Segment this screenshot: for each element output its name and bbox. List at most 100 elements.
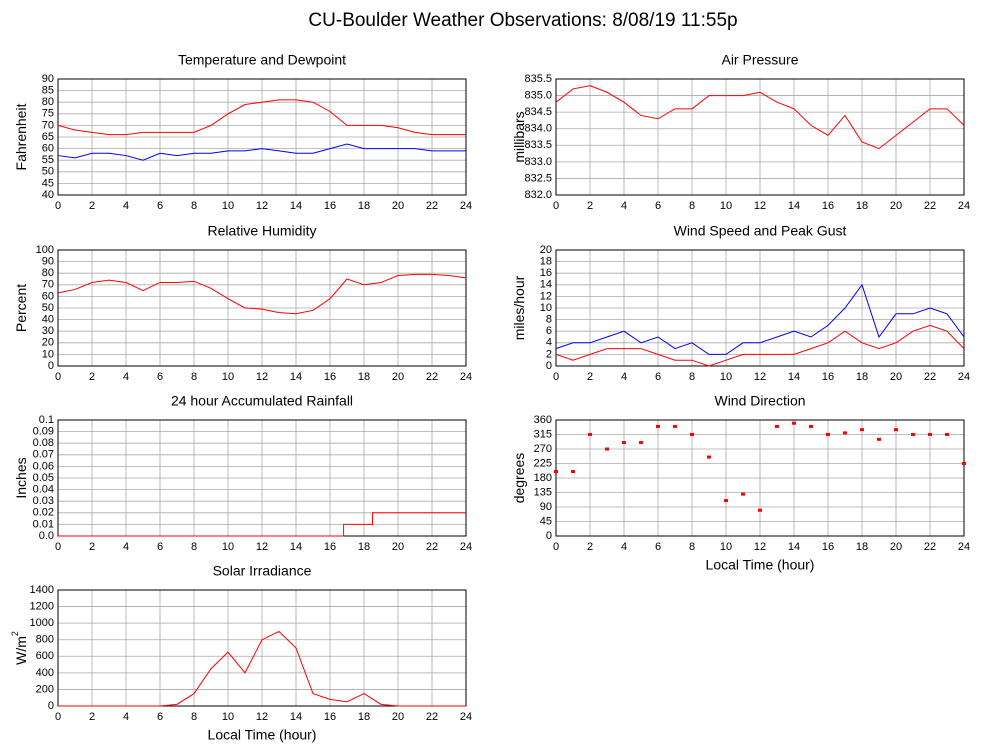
x-tick-label: 2 bbox=[587, 200, 593, 212]
y-tick-label: 90 bbox=[42, 256, 54, 268]
x-axis-label: Local Time (hour) bbox=[208, 727, 317, 743]
plot-frame bbox=[57, 589, 467, 707]
x-tick-label: 10 bbox=[222, 371, 234, 383]
chart-title: 24 hour Accumulated Rainfall bbox=[171, 393, 353, 409]
y-tick-label: 0 bbox=[546, 530, 552, 542]
y-tick-label: 30 bbox=[42, 325, 54, 337]
x-tick-label: 18 bbox=[358, 371, 370, 383]
y-tick-label: 835.0 bbox=[524, 89, 552, 101]
x-tick-label: 6 bbox=[655, 200, 661, 212]
x-tick-label: 8 bbox=[191, 541, 197, 553]
y-tick-label: 833.0 bbox=[524, 156, 552, 168]
point bbox=[690, 433, 694, 436]
chart-title: Wind Speed and Peak Gust bbox=[674, 223, 847, 239]
y-axis-label-text: miles/hour bbox=[511, 275, 527, 340]
chart-title: Relative Humidity bbox=[208, 223, 317, 239]
point bbox=[639, 441, 643, 445]
y-tick-label: 135 bbox=[534, 486, 552, 498]
y-tick-label: 0.05 bbox=[33, 472, 54, 484]
y-axis-label-sup: 2 bbox=[10, 631, 20, 636]
y-axis-label-text: millibars bbox=[511, 111, 527, 162]
x-tick-label: 20 bbox=[890, 371, 902, 383]
chart-title: Solar Irradiance bbox=[213, 563, 312, 579]
x-tick-label: 20 bbox=[890, 541, 902, 553]
x-tick-label: 10 bbox=[720, 541, 732, 553]
x-tick-label: 14 bbox=[290, 200, 302, 212]
x-tick-label: 0 bbox=[55, 711, 61, 723]
y-tick-label: 180 bbox=[534, 472, 552, 484]
x-tick-label: 10 bbox=[720, 371, 732, 383]
y-tick-label: 0 bbox=[546, 360, 552, 372]
x-tick-label: 22 bbox=[426, 711, 438, 723]
x-tick-label: 24 bbox=[460, 711, 472, 723]
point bbox=[809, 424, 813, 428]
chart-title: Wind Direction bbox=[714, 393, 805, 409]
point bbox=[707, 455, 711, 459]
y-tick-label: 1400 bbox=[30, 584, 54, 596]
y-tick-label: 90 bbox=[42, 73, 54, 85]
x-tick-label: 22 bbox=[426, 200, 438, 212]
y-tick-label: 0 bbox=[48, 700, 54, 712]
y-tick-label: 20 bbox=[540, 244, 552, 256]
chart-title: Temperature and Dewpoint bbox=[178, 52, 346, 68]
point bbox=[571, 470, 575, 474]
x-tick-label: 22 bbox=[924, 371, 936, 383]
x-tick-label: 4 bbox=[621, 541, 627, 553]
x-tick-label: 0 bbox=[55, 200, 61, 212]
y-tick-label: 75 bbox=[42, 108, 54, 120]
y-tick-label: 200 bbox=[36, 683, 54, 695]
x-tick-label: 12 bbox=[754, 200, 766, 212]
y-tick-label: 832.0 bbox=[524, 189, 552, 201]
plot-frame bbox=[555, 419, 965, 537]
y-axis-label: millibars bbox=[511, 111, 527, 162]
series-line bbox=[555, 283, 965, 355]
x-tick-label: 24 bbox=[958, 371, 970, 383]
y-tick-label: 10 bbox=[540, 302, 552, 314]
y-tick-label: 18 bbox=[540, 256, 552, 268]
y-tick-label: 16 bbox=[540, 267, 552, 279]
y-tick-label: 12 bbox=[540, 290, 552, 302]
x-tick-label: 18 bbox=[358, 200, 370, 212]
y-axis-label-text: Inches bbox=[13, 457, 29, 498]
point bbox=[724, 499, 728, 503]
main-title: CU-Boulder Weather Observations: 8/08/19… bbox=[308, 10, 737, 31]
point bbox=[826, 433, 830, 436]
x-tick-label: 24 bbox=[460, 371, 472, 383]
y-axis-label: W/m2 bbox=[10, 631, 28, 665]
x-tick-label: 4 bbox=[621, 200, 627, 212]
point bbox=[860, 428, 864, 432]
x-tick-label: 6 bbox=[157, 200, 163, 212]
plot-frame bbox=[57, 78, 467, 196]
x-tick-label: 24 bbox=[958, 541, 970, 553]
x-tick-label: 8 bbox=[191, 200, 197, 212]
x-tick-label: 6 bbox=[655, 371, 661, 383]
point bbox=[554, 470, 558, 474]
y-tick-label: 80 bbox=[42, 267, 54, 279]
x-tick-label: 12 bbox=[256, 541, 268, 553]
x-tick-label: 8 bbox=[689, 200, 695, 212]
x-tick-label: 8 bbox=[191, 371, 197, 383]
x-tick-label: 0 bbox=[55, 541, 61, 553]
x-tick-label: 12 bbox=[754, 541, 766, 553]
point bbox=[928, 433, 932, 436]
x-tick-label: 8 bbox=[191, 711, 197, 723]
x-tick-label: 8 bbox=[689, 371, 695, 383]
series-line bbox=[57, 99, 466, 136]
y-tick-label: 1200 bbox=[30, 600, 54, 612]
x-tick-label: 20 bbox=[392, 200, 404, 212]
y-axis-label: miles/hour bbox=[511, 275, 527, 340]
x-tick-label: 2 bbox=[89, 200, 95, 212]
point bbox=[775, 424, 779, 428]
y-tick-label: 0.1 bbox=[39, 414, 54, 426]
y-axis-label: Percent bbox=[13, 284, 29, 332]
y-tick-label: 0.07 bbox=[33, 449, 54, 461]
y-tick-label: 70 bbox=[42, 119, 54, 131]
x-tick-label: 2 bbox=[89, 541, 95, 553]
y-tick-label: 45 bbox=[540, 515, 552, 527]
x-tick-label: 18 bbox=[358, 541, 370, 553]
y-tick-label: 50 bbox=[42, 302, 54, 314]
point bbox=[588, 433, 592, 436]
x-tick-label: 2 bbox=[587, 541, 593, 553]
y-tick-label: 225 bbox=[534, 457, 552, 469]
